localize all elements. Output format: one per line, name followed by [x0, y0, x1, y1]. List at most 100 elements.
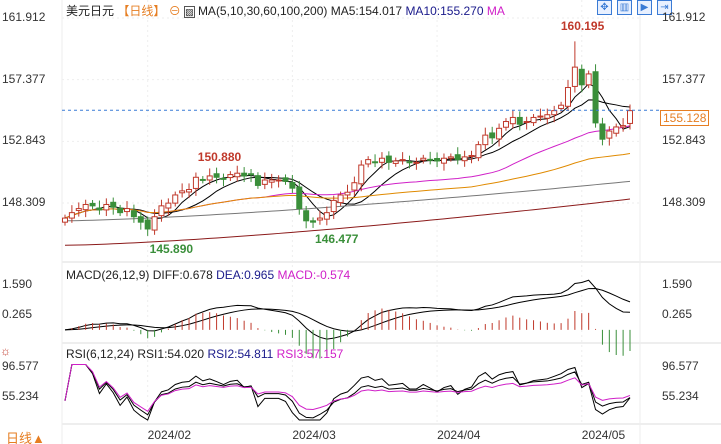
candle-body: [558, 104, 565, 109]
date-tick: 2024/05: [581, 428, 626, 442]
rsi3-value: RSI3:57.157: [276, 347, 344, 361]
candle-body: [103, 203, 110, 211]
candle-body: [75, 208, 82, 211]
candle-body: [599, 123, 606, 140]
price-tick-right: 157.377: [662, 71, 706, 86]
candle-body: [186, 189, 193, 193]
settings-icon[interactable]: ⊖: [168, 4, 181, 18]
rsi-legend: RSI(6,12,24) RSI1:54.020 RSI2:54.811 RSI…: [66, 347, 343, 361]
candle-body: [420, 157, 427, 161]
candle-body: [110, 201, 117, 208]
candle-body: [117, 207, 124, 214]
date-tick: 2024/03: [292, 428, 336, 442]
price-tick-left: 152.843: [2, 133, 46, 148]
header-legend: 美元日元 【日线】 ⊖ ▨ MA(5,10,30,60,100,200) MA5…: [66, 2, 505, 19]
candle-body: [68, 212, 75, 219]
candle-body: [516, 116, 523, 125]
rsi1-value: RSI1:54.020: [137, 347, 205, 361]
candle-body: [310, 220, 317, 223]
rsi-tick-right: 55.234: [662, 389, 699, 403]
candle-body: [564, 87, 571, 107]
rsi3-line: [64, 364, 631, 413]
candle-body: [248, 173, 255, 176]
candle-body: [530, 116, 537, 124]
candle-body: [496, 127, 503, 140]
sun-icon[interactable]: ☼: [0, 344, 11, 358]
candle-body: [213, 173, 220, 178]
period-label[interactable]: 【日线】: [117, 4, 166, 18]
candle-body: [585, 73, 592, 86]
candle-body: [192, 176, 199, 189]
candle-body: [124, 208, 131, 213]
period-button[interactable]: 日线▲: [6, 431, 45, 444]
macd-label: MACD(26,12,9): [66, 268, 150, 282]
candle-body: [523, 121, 530, 124]
candle-body: [427, 158, 434, 161]
candle-body: [544, 114, 551, 119]
candle-body: [130, 210, 137, 218]
candle-body: [303, 210, 310, 222]
price-annotation: 146.477: [315, 231, 359, 246]
ma-more: MA: [486, 4, 505, 18]
candle-body: [151, 216, 158, 231]
macd-diff: DIFF:0.678: [152, 268, 213, 282]
candle-body: [592, 71, 599, 124]
candle-body: [385, 155, 392, 163]
candle-body: [454, 154, 461, 161]
candle-body: [358, 164, 365, 185]
candle-body: [620, 125, 627, 128]
price-annotation: 145.890: [149, 241, 194, 256]
candle-body: [551, 110, 558, 116]
ma5-value: MA5:154.017: [330, 4, 403, 18]
candle-body: [502, 121, 509, 128]
candle-body: [137, 216, 144, 223]
candle-body: [365, 159, 372, 165]
price-tick-left: 161.912: [2, 10, 46, 24]
candle-body: [261, 179, 268, 185]
macd-tick-left: 0.265: [2, 307, 33, 321]
macd-tick-right: 0.265: [662, 307, 693, 321]
scroll-icon[interactable]: ▶: [637, 0, 652, 15]
price-tick-right: 152.843: [662, 133, 706, 148]
rsi2-value: RSI2:54.811: [207, 347, 274, 361]
macd-tick-right: 1.590: [662, 277, 693, 291]
indicator-icon[interactable]: ▨: [184, 6, 195, 18]
rsi-tick-right: 96.577: [662, 359, 699, 373]
price-tick-left: 157.377: [2, 71, 46, 86]
candle-body: [537, 115, 544, 118]
price-annotation: 150.880: [197, 150, 242, 165]
candle-body: [406, 161, 413, 164]
zoom-icon[interactable]: ▥: [617, 0, 632, 15]
candle-body: [337, 194, 344, 204]
candle-body: [571, 66, 578, 87]
candle-body: [62, 217, 68, 223]
candle-body: [158, 205, 165, 217]
ma200-line: [64, 198, 631, 246]
candle-body: [96, 207, 103, 211]
candle-body: [440, 157, 447, 164]
candle-body: [144, 219, 151, 230]
candle-body: [172, 194, 179, 204]
price-tick-right: 161.912: [662, 10, 706, 24]
candle-body: [475, 144, 482, 159]
candle-body: [627, 110, 633, 124]
candle-body: [165, 202, 172, 209]
candle-body: [282, 177, 289, 182]
macd-tick-left: 1.590: [2, 277, 33, 291]
candle-body: [461, 156, 468, 162]
candle-body: [372, 161, 379, 164]
candle-body: [606, 130, 613, 139]
candle-body: [254, 175, 261, 186]
ma-label: MA(5,10,30,60,100,200): [197, 4, 328, 18]
price-tick-right: 148.309: [662, 195, 706, 209]
candle-body: [378, 157, 385, 163]
candle-body: [227, 174, 234, 179]
candle-body: [275, 179, 282, 182]
exit-icon[interactable]: ⇥: [657, 0, 672, 15]
candle-body: [399, 159, 406, 162]
macd-value: MACD:-0.574: [277, 268, 351, 282]
rsi-tick-left: 55.234: [2, 389, 39, 403]
crosshair-icon[interactable]: ✥: [597, 0, 612, 15]
price-annotation: 160.195: [560, 19, 605, 34]
